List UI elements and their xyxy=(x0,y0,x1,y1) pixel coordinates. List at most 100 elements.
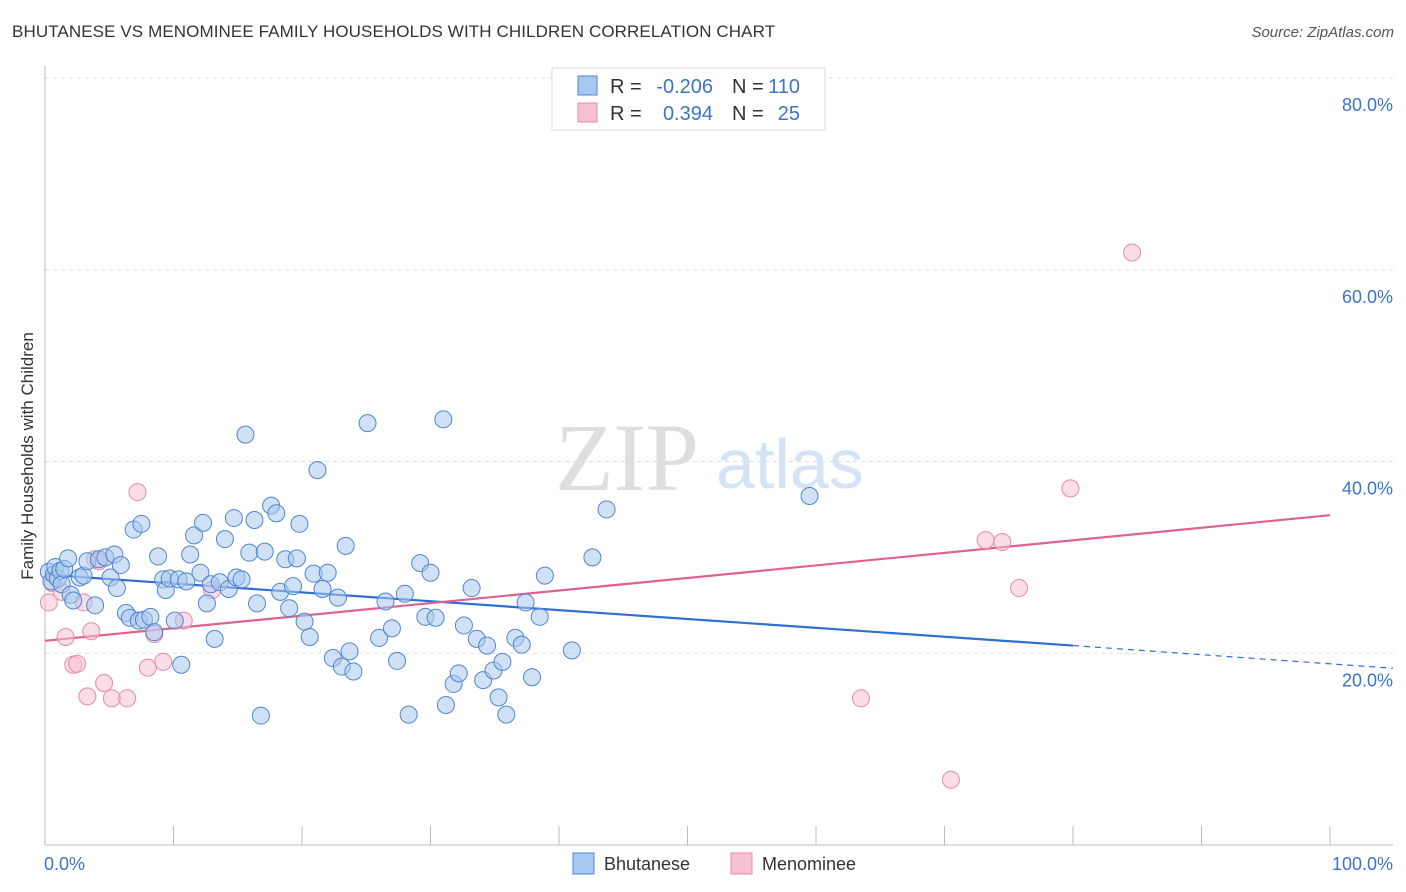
watermark-zip: ZIP xyxy=(555,404,699,511)
data-point-bhutanese xyxy=(295,612,314,631)
data-point-menominee xyxy=(78,687,97,706)
data-point-bhutanese xyxy=(59,549,78,568)
data-point-menominee xyxy=(56,627,75,646)
data-point-bhutanese xyxy=(248,594,267,613)
data-point-menominee xyxy=(976,531,995,550)
data-point-bhutanese xyxy=(251,706,270,725)
data-point-menominee xyxy=(82,622,101,641)
data-point-bhutanese xyxy=(215,530,234,549)
bottom-legend-swatch-menominee xyxy=(730,852,753,875)
legend-r-label-1: R = xyxy=(610,76,642,98)
x-tick-label: 100.0% xyxy=(1332,854,1393,874)
bottom-legend-label-menominee: Menominee xyxy=(762,854,856,874)
data-point-menominee xyxy=(128,483,147,502)
data-point-bhutanese xyxy=(313,580,332,599)
data-point-bhutanese xyxy=(185,526,204,545)
data-point-menominee xyxy=(68,654,87,673)
data-point-bhutanese xyxy=(232,570,251,589)
data-point-bhutanese xyxy=(165,611,184,630)
y-tick-label: 20.0% xyxy=(1342,670,1393,690)
data-point-bhutanese xyxy=(434,410,453,429)
watermark-atlas: atlas xyxy=(716,425,864,503)
data-point-menominee xyxy=(118,689,137,708)
legend-swatch-menominee xyxy=(577,102,598,123)
bottom-legend-swatch-bhutanese xyxy=(572,852,595,875)
y-tick-label: 40.0% xyxy=(1342,479,1393,499)
data-point-menominee xyxy=(941,770,960,789)
data-point-bhutanese xyxy=(280,599,299,618)
x-tick-label: 0.0% xyxy=(44,854,85,874)
data-point-bhutanese xyxy=(132,514,151,533)
data-point-menominee xyxy=(993,533,1012,552)
data-point-bhutanese xyxy=(512,635,531,654)
grid-layer xyxy=(45,77,1393,654)
data-point-bhutanese xyxy=(181,545,200,564)
data-point-bhutanese xyxy=(449,664,468,683)
points-layer xyxy=(39,243,1142,789)
data-point-bhutanese xyxy=(516,593,535,612)
legend-n-value-1: 110 xyxy=(768,76,800,98)
data-point-bhutanese xyxy=(236,425,255,444)
data-point-menominee xyxy=(154,652,173,671)
legend-n-label-1: N = xyxy=(732,76,764,98)
data-point-bhutanese xyxy=(462,579,481,598)
data-point-bhutanese xyxy=(382,619,401,638)
data-point-bhutanese xyxy=(284,577,303,596)
bottom-legend: Bhutanese Menominee xyxy=(572,852,856,875)
data-point-bhutanese xyxy=(421,563,440,582)
legend-n-value-2: 25 xyxy=(778,103,800,125)
data-point-bhutanese xyxy=(436,696,455,715)
data-point-menominee xyxy=(851,689,870,708)
legend-r-label-2: R = xyxy=(610,103,642,125)
data-point-bhutanese xyxy=(287,549,306,568)
data-point-bhutanese xyxy=(535,566,554,585)
legend-n-label-2: N = xyxy=(732,103,764,125)
data-point-bhutanese xyxy=(255,542,274,561)
chart-source: Source: ZipAtlas.com xyxy=(1251,24,1394,41)
data-point-bhutanese xyxy=(493,652,512,671)
data-point-menominee xyxy=(39,593,58,612)
data-point-bhutanese xyxy=(530,607,549,626)
data-point-bhutanese xyxy=(172,655,191,674)
data-point-menominee xyxy=(102,689,121,708)
legend-r-value-1: -0.206 xyxy=(656,76,713,98)
data-point-bhutanese xyxy=(205,629,224,648)
data-point-bhutanese xyxy=(308,461,327,480)
y-tick-label: 80.0% xyxy=(1342,95,1393,115)
watermark: ZIP atlas xyxy=(555,404,864,511)
data-point-bhutanese xyxy=(454,616,473,635)
data-point-menominee xyxy=(1123,243,1142,262)
data-point-bhutanese xyxy=(358,414,377,433)
data-point-menominee xyxy=(95,673,114,692)
data-point-bhutanese xyxy=(149,547,168,566)
data-point-bhutanese xyxy=(240,543,259,562)
legend-r-value-2: 0.394 xyxy=(663,103,713,125)
data-point-bhutanese xyxy=(426,608,445,627)
data-point-bhutanese xyxy=(145,623,164,642)
data-point-bhutanese xyxy=(177,572,196,591)
data-point-bhutanese xyxy=(107,579,126,598)
legend-box: R = -0.206 N = 110 R = 0.394 N = 25 xyxy=(551,67,826,131)
data-point-bhutanese xyxy=(300,627,319,646)
data-point-bhutanese xyxy=(191,563,210,582)
data-point-bhutanese xyxy=(523,668,542,687)
data-point-bhutanese xyxy=(562,641,581,660)
data-point-bhutanese xyxy=(344,662,363,681)
data-point-bhutanese xyxy=(395,584,414,603)
data-point-bhutanese xyxy=(340,642,359,661)
data-point-bhutanese xyxy=(497,705,516,724)
data-point-bhutanese xyxy=(141,607,160,626)
data-point-bhutanese xyxy=(328,588,347,607)
data-point-bhutanese xyxy=(111,556,130,575)
data-point-bhutanese xyxy=(370,628,389,647)
bottom-legend-label-bhutanese: Bhutanese xyxy=(604,854,690,874)
data-point-bhutanese xyxy=(290,514,309,533)
data-point-bhutanese xyxy=(478,636,497,655)
axis-layer: 20.0% 40.0% 60.0% 80.0% 0.0% 100.0% xyxy=(44,66,1393,874)
data-point-bhutanese xyxy=(399,705,418,724)
data-point-menominee xyxy=(1010,579,1029,598)
data-point-bhutanese xyxy=(388,651,407,670)
data-point-bhutanese xyxy=(267,504,286,523)
trend-line-bhutanese-extension xyxy=(1072,644,1394,669)
